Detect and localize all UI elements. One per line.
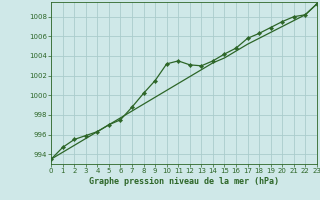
X-axis label: Graphe pression niveau de la mer (hPa): Graphe pression niveau de la mer (hPa) bbox=[89, 177, 279, 186]
